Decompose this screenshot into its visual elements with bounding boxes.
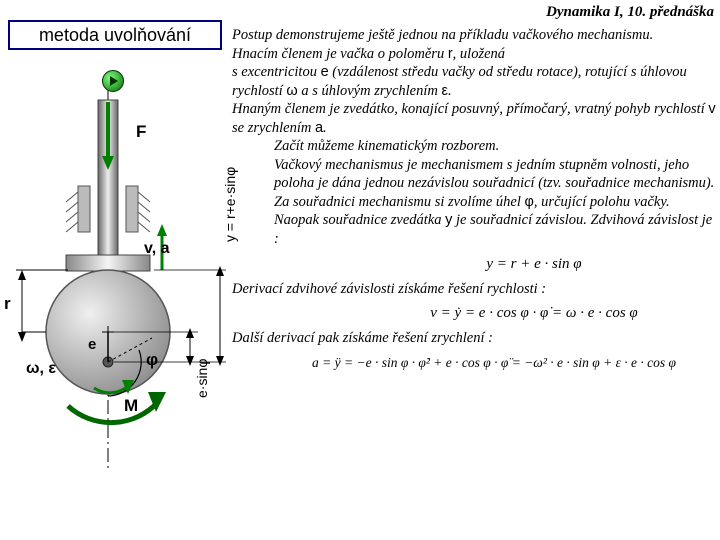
p3a: s excentricitou	[232, 64, 321, 80]
label-phi: φ	[146, 350, 158, 370]
title-box: metoda uvolňování	[8, 20, 222, 50]
formula-a: a = ÿ = −e · sin φ · φ̇² + e · cos φ · φ…	[272, 354, 716, 371]
label-F: F	[136, 122, 146, 142]
p3c: a s úhlovým zrychlením	[298, 83, 442, 99]
play-icon[interactable]	[102, 70, 124, 92]
label-va: v, a	[144, 240, 170, 258]
label-omega-eps: ω, ε	[26, 360, 56, 378]
formula-y: y = r + e · sin φ	[352, 255, 716, 274]
formula-v: v = ẏ = e · cos φ · φ̇ = ω · e · cos φ	[352, 304, 716, 323]
explanation-text: Postup demonstrujeme ještě jednou na pří…	[232, 26, 716, 377]
p2b: , uložená	[453, 46, 505, 62]
p5: Začít můžeme kinematickým rozborem.	[274, 138, 499, 154]
p7: Derivací zdvihové závislosti získáme řeš…	[232, 281, 546, 297]
var-v: v	[708, 101, 715, 117]
p1: Postup demonstrujeme ještě jednou na pří…	[232, 27, 653, 43]
p4a: Hnaným členem je zvedátko, konající posu…	[232, 101, 708, 117]
label-r: r	[4, 294, 11, 314]
p3d: .	[448, 83, 452, 99]
label-M: M	[124, 396, 138, 416]
lecture-header: Dynamika I, 10. přednáška	[546, 4, 714, 21]
var-e: e	[321, 64, 329, 80]
cam-diagram: F v, a r ω, ε e φ M	[6, 70, 266, 480]
title-text: metoda uvolňování	[39, 25, 191, 46]
p4b: se zrychlením	[232, 120, 315, 136]
dimension-esin-label: e·sinφ	[194, 359, 210, 398]
p8: Další derivací pak získáme řešení zrychl…	[232, 330, 493, 346]
label-e: e	[88, 336, 96, 353]
p2a: Hnacím členem je vačka o poloměru	[232, 46, 448, 62]
p4c: .	[323, 120, 327, 136]
var-a: a	[315, 120, 323, 136]
var-omega: ω	[286, 83, 297, 99]
var-phi: φ	[525, 194, 534, 210]
